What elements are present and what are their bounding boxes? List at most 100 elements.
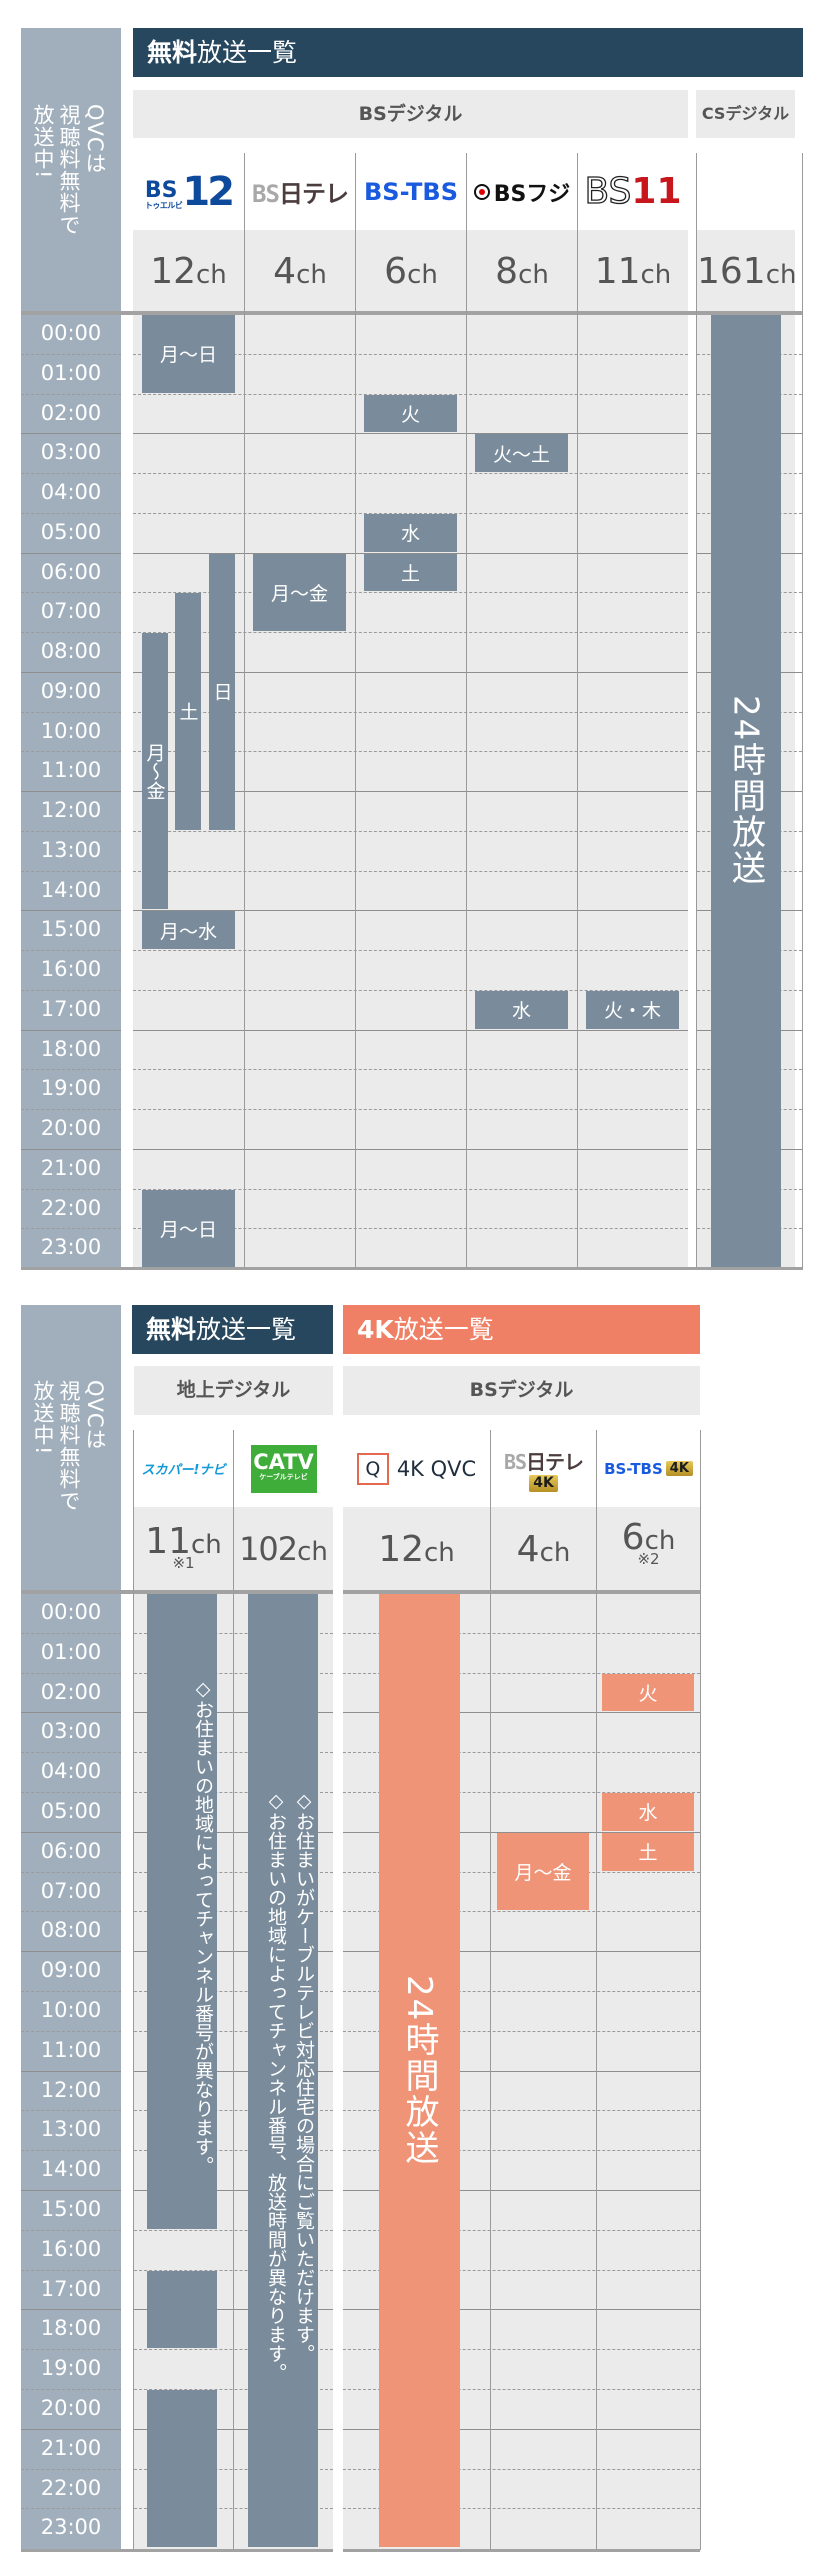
- time-label: 14:00: [40, 2157, 102, 2182]
- hour-divider: [21, 2269, 121, 2271]
- ch-cell: 12ch: [133, 230, 244, 313]
- hour-divider: [21, 1029, 121, 1031]
- hour-divider: [21, 632, 121, 633]
- hour-divider: [343, 1712, 700, 1714]
- hour-divider: [343, 2269, 700, 2271]
- side-label-line: 放送中!: [31, 1380, 55, 1456]
- program-block: 月〜金: [142, 633, 168, 910]
- time-label: 16:00: [40, 2236, 102, 2261]
- side-label-line: 放送中!: [31, 104, 55, 180]
- time-label: 07:00: [40, 1878, 102, 1903]
- hour-divider: [133, 592, 688, 594]
- program-block: 土: [364, 553, 457, 592]
- hour-divider: [343, 2150, 700, 2152]
- time-label: 10:00: [40, 1998, 102, 2022]
- time-label: 03:00: [40, 1719, 102, 1744]
- hour-divider: [21, 1951, 121, 1953]
- ch-cell: 11ch ※1: [134, 1507, 233, 1592]
- hour-divider: [133, 751, 688, 753]
- hour-divider: [21, 552, 121, 554]
- hour-divider: [21, 751, 121, 753]
- time-label: 15:00: [40, 2197, 102, 2221]
- hour-divider: [21, 1752, 121, 1754]
- hour-divider: [133, 1188, 688, 1190]
- hour-divider: [21, 2309, 121, 2311]
- hour-divider: [21, 592, 121, 594]
- side-label-line: 視聴料無料で: [57, 104, 81, 236]
- hour-divider: [343, 1792, 700, 1793]
- program-block: 火・木: [586, 990, 679, 1029]
- time-label: 21:00: [40, 1155, 102, 1180]
- col-divider: [355, 153, 356, 1268]
- ch-cell: 8ch: [467, 230, 577, 313]
- hour-divider: [343, 2110, 700, 2112]
- logo-cs-empty: [697, 153, 802, 230]
- col-divider: [596, 1430, 597, 2550]
- hour-divider: [133, 1029, 688, 1031]
- hour-divider: [21, 2349, 121, 2351]
- hour-divider: [21, 1672, 121, 1674]
- hour-divider: [343, 2508, 700, 2510]
- program-block: 日: [209, 553, 235, 830]
- col-divider: [490, 1430, 491, 2550]
- hour-divider: [343, 1991, 700, 1992]
- hour-divider: [21, 989, 121, 991]
- time-label: 18:00: [40, 1036, 102, 1061]
- bottom-border: [21, 2549, 333, 2552]
- logo-bs11: BS11: [578, 153, 688, 230]
- hour-divider: [21, 2070, 121, 2072]
- time-label: 20:00: [40, 1116, 102, 1140]
- program-block: 水: [475, 990, 568, 1029]
- hour-divider: [343, 1632, 700, 1634]
- program-block: 24時間放送: [711, 315, 781, 1267]
- band-cs-digital: CSデジタル: [696, 90, 795, 138]
- hour-divider: [133, 1148, 688, 1150]
- hour-divider: [21, 2190, 121, 2191]
- time-label: 01:00: [40, 360, 102, 385]
- ch-cell: 12ch: [343, 1507, 490, 1592]
- bottom-border: [343, 2549, 700, 2552]
- program-block: ◇お住まいがケーブルテレビ対応住宅の場合にご覧いただけます。 ◇お住まいの地域に…: [248, 1594, 318, 2548]
- hour-divider: [21, 2150, 121, 2152]
- program-block: 月〜金: [497, 1832, 589, 1911]
- time-label: 02:00: [40, 400, 102, 425]
- time-label: 02:00: [40, 1679, 102, 1704]
- time-label: 04:00: [40, 480, 102, 504]
- bottom-border: [21, 1267, 803, 1270]
- logo-skyperfectv-navi: スカパー!ナビ: [134, 1430, 233, 1507]
- hour-divider: [21, 1148, 121, 1150]
- col-divider: [696, 153, 697, 1268]
- col-divider: [577, 153, 578, 1268]
- side-label: QVCは 視聴料無料で 放送中!: [30, 104, 108, 304]
- ch-cell: 4ch: [491, 1507, 596, 1592]
- hour-divider: [21, 1792, 121, 1793]
- hour-divider: [21, 711, 121, 713]
- hour-divider: [343, 2428, 700, 2430]
- time-label: 20:00: [40, 2396, 102, 2420]
- side-label-column: [21, 1305, 121, 2550]
- header-divider: [343, 1590, 700, 1594]
- time-label: 19:00: [40, 2356, 102, 2381]
- time-label: 18:00: [40, 2316, 102, 2341]
- hour-divider: [133, 632, 688, 633]
- program-block: 月〜日: [142, 1189, 235, 1267]
- hour-divider: [343, 1752, 700, 1754]
- time-label: 15:00: [40, 917, 102, 942]
- time-label: 09:00: [40, 678, 102, 703]
- hour-divider: [21, 2110, 121, 2112]
- ch-cell: 11ch: [578, 230, 688, 313]
- program-block: 火〜土: [475, 434, 568, 472]
- hour-divider: [133, 1228, 688, 1230]
- time-label: 04:00: [40, 1759, 102, 1784]
- program-block: 月〜水: [142, 911, 235, 949]
- hour-divider: [133, 433, 688, 435]
- hour-divider: [21, 393, 121, 395]
- hour-divider: [133, 910, 688, 912]
- time-label: 12:00: [40, 798, 102, 822]
- hour-divider: [133, 512, 688, 514]
- hour-divider: [21, 1831, 121, 1833]
- time-label: 21:00: [40, 2435, 102, 2460]
- side-label-line: QVCは: [83, 104, 107, 175]
- time-label: 01:00: [40, 1639, 102, 1664]
- time-label: 00:00: [40, 1600, 102, 1624]
